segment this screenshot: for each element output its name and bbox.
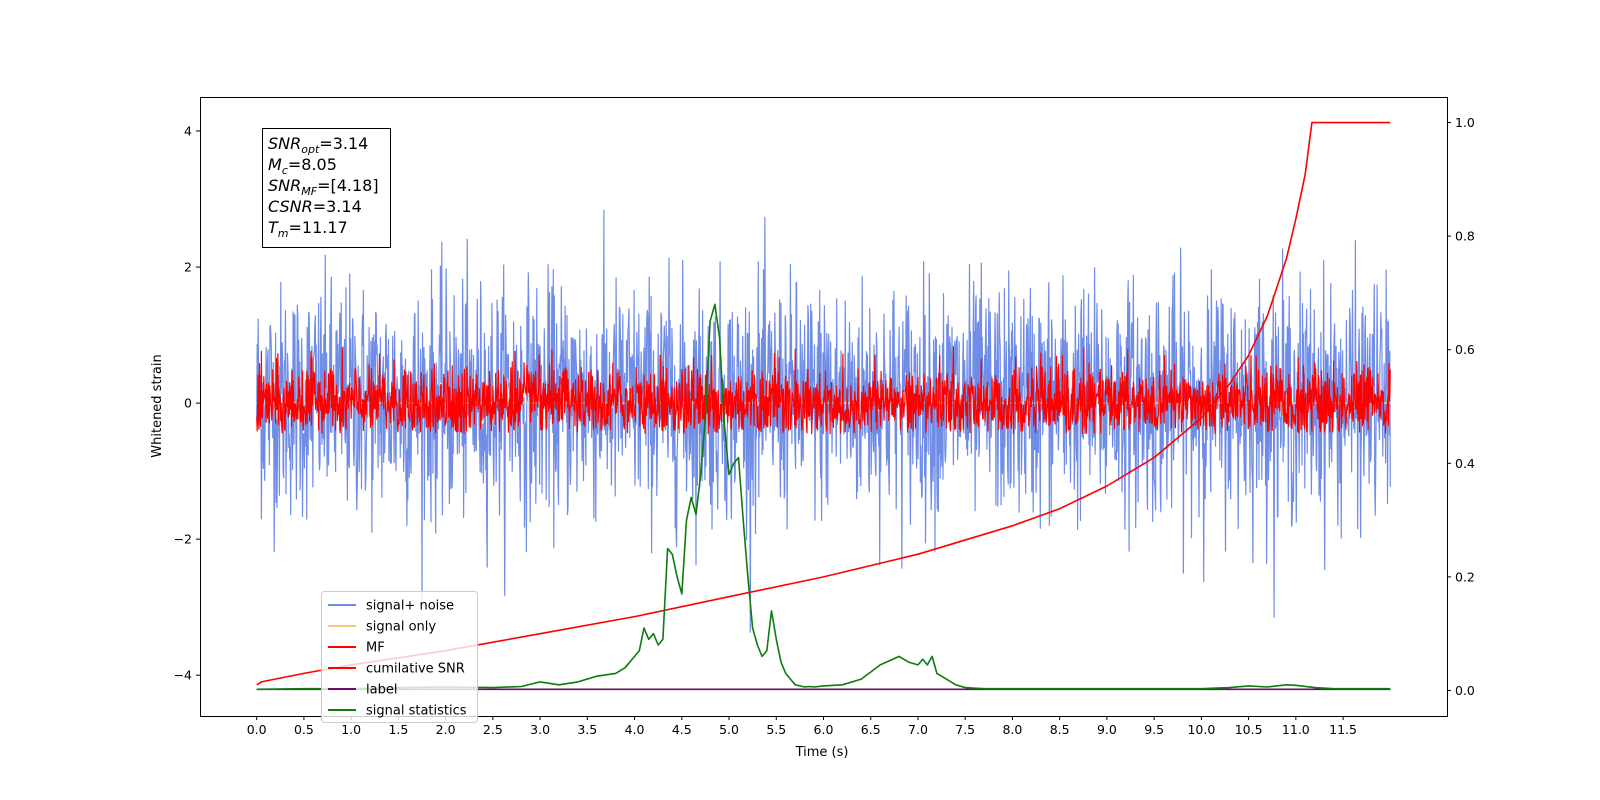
x-tick-label: 6.5	[861, 722, 881, 737]
legend-label: signal only	[366, 620, 436, 635]
info-line: SNRMF=[4.18]	[268, 176, 379, 198]
legend-label: label	[366, 683, 397, 698]
legend-label: cumilative SNR	[366, 662, 465, 677]
legend-item-label: label	[328, 683, 397, 698]
legend-frame	[321, 591, 478, 723]
x-tick-label: 7.0	[908, 722, 928, 737]
legend-item-mf: MF	[328, 641, 385, 656]
x-axis-label: Time (s)	[795, 745, 849, 760]
info-line: Tm=11.17	[268, 218, 348, 240]
y-axis-label: Whitened strain	[150, 354, 165, 457]
x-tick-label: 6.0	[814, 722, 834, 737]
legend-label: MF	[366, 641, 385, 656]
y2-tick-label: 1.0	[1455, 115, 1475, 130]
y-tick-label: −4	[174, 668, 192, 683]
x-tick-label: 1.5	[388, 722, 408, 737]
x-tick-label: 4.0	[625, 722, 645, 737]
y-tick-label: 4	[184, 124, 192, 139]
info-line: CSNR=3.14	[268, 197, 362, 216]
legend-item-signal-statistics: signal statistics	[328, 704, 467, 719]
legend-label: signal+ noise	[366, 599, 454, 614]
x-tick-label: 8.0	[1002, 722, 1022, 737]
legend: signal+ noise signal only MF cumilative SNR…	[321, 591, 478, 723]
x-tick-label: 10.0	[1187, 722, 1215, 737]
x-tick-label: 10.5	[1235, 722, 1263, 737]
y-tick-label: −2	[174, 532, 192, 547]
y2-tick-label: 0.2	[1455, 569, 1475, 584]
x-tick-label: 5.0	[719, 722, 739, 737]
x-tick-label: 3.5	[577, 722, 597, 737]
series-signal-statistics	[256, 303, 1391, 691]
x-tick-label: 9.5	[1144, 722, 1164, 737]
x-tick-label: 1.0	[341, 722, 361, 737]
x-tick-label: 11.0	[1282, 722, 1310, 737]
legend-item-cumilative-snr: cumilative SNR	[328, 662, 465, 677]
x-tick-label: 7.5	[955, 722, 975, 737]
y-axis-left: −4 −2 0 2 4	[174, 124, 200, 683]
y-tick-label: 2	[184, 260, 192, 275]
x-tick-label: 4.5	[672, 722, 692, 737]
x-tick-label: 3.0	[530, 722, 550, 737]
y-axis-right: 0.0 0.2 0.4 0.6 0.8 1.0	[1447, 115, 1475, 698]
y2-tick-label: 0.4	[1455, 456, 1475, 471]
x-tick-label: 2.5	[483, 722, 503, 737]
info-line: Mc=8.05	[268, 155, 337, 177]
x-tick-label: 5.5	[766, 722, 786, 737]
x-tick-label: 8.5	[1050, 722, 1070, 737]
legend-entries: signal+ noise signal only MF cumilative SNR…	[328, 599, 467, 719]
series-mf	[256, 345, 1391, 435]
x-axis: 0.0 0.5 1.0 1.5 2.0 2.5 3.0 3.5 4.0 4.5 5.0 5.5 6.0 6…	[247, 716, 1357, 737]
x-tick-label: 11.5	[1329, 722, 1357, 737]
legend-label: signal statistics	[366, 704, 467, 719]
info-box-frame	[262, 128, 391, 248]
legend-item-signal-noise: signal+ noise	[328, 599, 454, 614]
x-tick-label: 0.5	[294, 722, 314, 737]
legend-item-signal-only: signal only	[328, 620, 436, 635]
y-tick-label: 0	[184, 396, 192, 411]
info-line: SNRopt=3.14	[268, 134, 368, 156]
y2-tick-label: 0.0	[1455, 683, 1475, 698]
x-tick-label: 0.0	[247, 722, 267, 737]
x-tick-label: 2.0	[436, 722, 456, 737]
x-tick-label: 9.0	[1097, 722, 1117, 737]
y2-tick-label: 0.8	[1455, 229, 1475, 244]
y2-tick-label: 0.6	[1455, 342, 1475, 357]
